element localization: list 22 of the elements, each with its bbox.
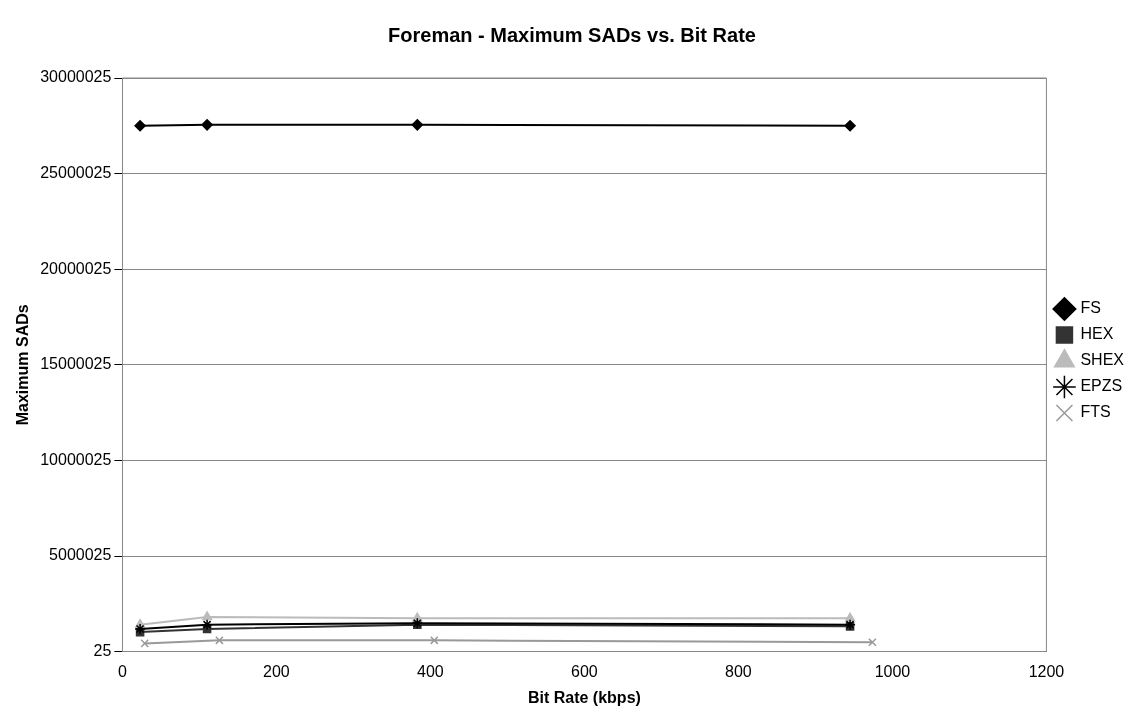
- legend-label: FS: [1080, 299, 1101, 317]
- x-tick-label: 1200: [1028, 662, 1065, 680]
- legend-label: EPZS: [1080, 377, 1123, 395]
- y-tick-label: 25: [93, 642, 112, 660]
- y-tick-label: 25000025: [40, 164, 112, 182]
- y-tick-label: 10000025: [40, 450, 112, 468]
- x-axis-title: Bit Rate (kbps): [527, 688, 641, 706]
- y-tick-label: 30000025: [40, 68, 112, 86]
- x-tick-label: 600: [571, 662, 598, 680]
- y-tick-label: 5000025: [49, 546, 112, 564]
- legend-label: HEX: [1080, 325, 1114, 343]
- x-tick-label: 800: [725, 662, 752, 680]
- y-tick-label: 15000025: [40, 355, 112, 373]
- chart-title: Foreman - Maximum SADs vs. Bit Rate: [388, 23, 756, 46]
- x-tick-label: 200: [263, 662, 290, 680]
- y-axis-title: Maximum SADs: [14, 304, 32, 426]
- x-tick-label: 1000: [874, 662, 911, 680]
- legend-label: FTS: [1080, 403, 1111, 421]
- y-tick-label: 20000025: [40, 259, 112, 277]
- x-tick-label: 0: [117, 662, 127, 680]
- legend-label: SHEX: [1080, 351, 1125, 369]
- x-tick-label: 400: [417, 662, 444, 680]
